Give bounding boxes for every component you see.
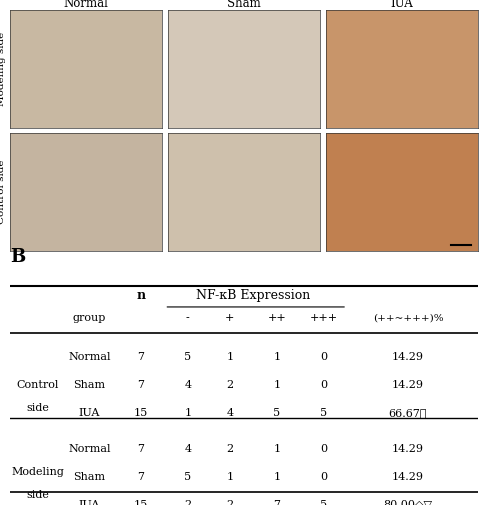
Text: 15: 15 — [134, 408, 148, 418]
Text: 5: 5 — [184, 352, 191, 363]
Text: 1: 1 — [273, 380, 281, 390]
Text: Normal: Normal — [68, 444, 111, 454]
Text: n: n — [136, 289, 145, 302]
Text: 4: 4 — [226, 408, 234, 418]
Text: 2: 2 — [226, 444, 234, 454]
Text: Sham: Sham — [73, 472, 105, 482]
Text: Control: Control — [17, 380, 59, 390]
Text: B: B — [10, 247, 25, 266]
Text: 4: 4 — [184, 444, 191, 454]
Text: ++: ++ — [267, 314, 286, 323]
Text: 14.29: 14.29 — [392, 352, 424, 363]
Text: 7: 7 — [138, 352, 144, 363]
Title: IUA: IUA — [391, 0, 413, 10]
Text: 0: 0 — [320, 352, 327, 363]
Text: -: - — [186, 314, 190, 323]
Text: 5: 5 — [320, 499, 327, 505]
Text: Sham: Sham — [73, 380, 105, 390]
Title: Normal: Normal — [63, 0, 108, 10]
Text: side: side — [26, 490, 49, 500]
Text: Normal: Normal — [68, 352, 111, 363]
Text: 5: 5 — [273, 408, 281, 418]
Text: side: side — [26, 403, 49, 413]
Text: 0: 0 — [320, 444, 327, 454]
Text: 1: 1 — [184, 408, 191, 418]
Text: 66.67☆: 66.67☆ — [389, 408, 427, 418]
Text: 0: 0 — [320, 472, 327, 482]
Text: 2: 2 — [226, 380, 234, 390]
Text: group: group — [73, 314, 106, 323]
Title: Sham: Sham — [227, 0, 261, 10]
Text: IUA: IUA — [79, 499, 100, 505]
Text: 1: 1 — [226, 472, 234, 482]
Text: Modeling: Modeling — [11, 468, 64, 477]
Text: 7: 7 — [273, 499, 280, 505]
Text: NF-κB Expression: NF-κB Expression — [196, 289, 310, 302]
Text: 7: 7 — [138, 472, 144, 482]
Text: 80.00◇▽: 80.00◇▽ — [384, 499, 432, 505]
Text: 15: 15 — [134, 499, 148, 505]
Text: 14.29: 14.29 — [392, 472, 424, 482]
Y-axis label: Modeling side: Modeling side — [0, 32, 5, 107]
Text: 5: 5 — [184, 472, 191, 482]
Text: 1: 1 — [273, 472, 281, 482]
Text: 5: 5 — [320, 408, 327, 418]
Text: 4: 4 — [184, 380, 191, 390]
Text: +++: +++ — [309, 314, 338, 323]
Text: 2: 2 — [184, 499, 191, 505]
Text: 7: 7 — [138, 380, 144, 390]
Text: 7: 7 — [138, 444, 144, 454]
Text: 14.29: 14.29 — [392, 444, 424, 454]
Text: IUA: IUA — [79, 408, 100, 418]
Text: 1: 1 — [226, 352, 234, 363]
Text: 0: 0 — [320, 380, 327, 390]
Text: +: + — [225, 314, 235, 323]
Text: 2: 2 — [226, 499, 234, 505]
Text: (++~+++)%: (++~+++)% — [373, 314, 443, 323]
Y-axis label: Control side: Control side — [0, 160, 5, 224]
Text: 1: 1 — [273, 444, 281, 454]
Text: 14.29: 14.29 — [392, 380, 424, 390]
Text: 1: 1 — [273, 352, 281, 363]
